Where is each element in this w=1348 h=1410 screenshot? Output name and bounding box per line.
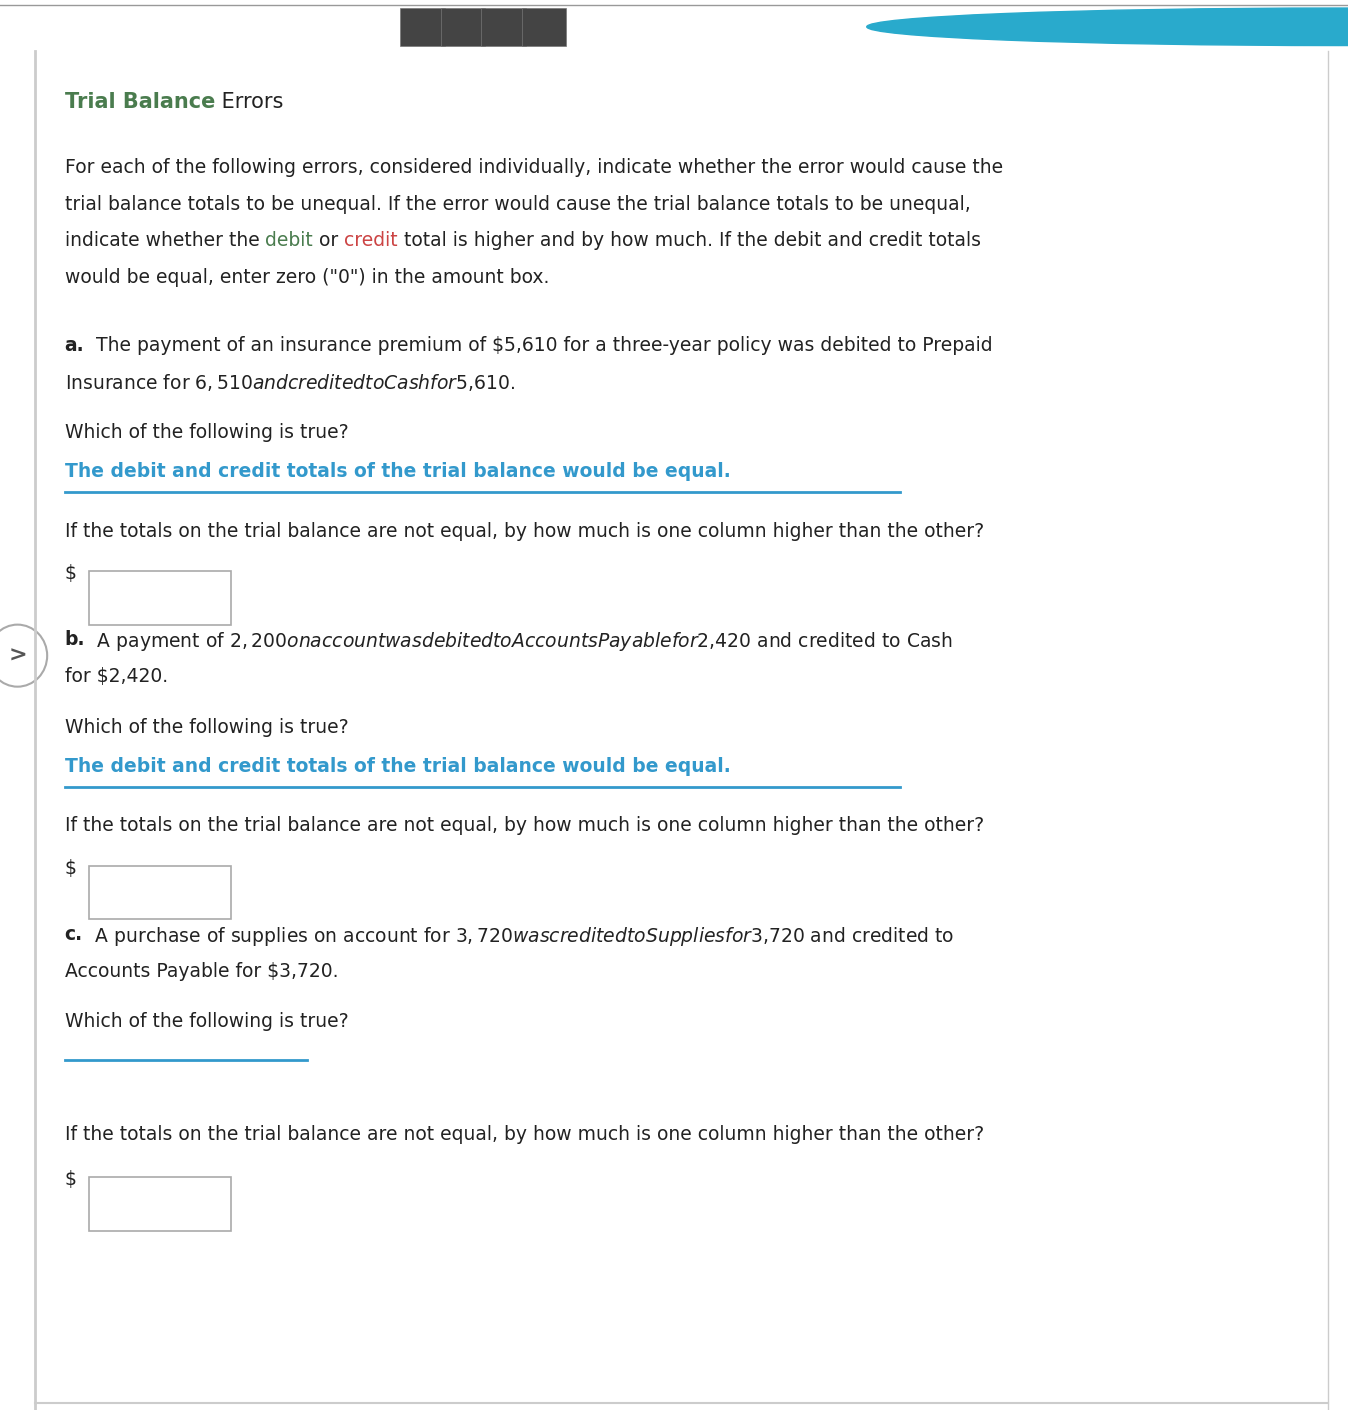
Text: Errors: Errors — [216, 92, 283, 111]
Text: or: or — [313, 231, 345, 250]
Text: >: > — [8, 646, 27, 666]
Text: indicate whether the: indicate whether the — [65, 231, 266, 250]
Bar — [400, 8, 445, 45]
FancyBboxPatch shape — [89, 1177, 231, 1231]
Text: The debit and credit totals of the trial balance would be equal.: The debit and credit totals of the trial… — [65, 462, 731, 481]
FancyBboxPatch shape — [89, 866, 231, 919]
Text: Which of the following is true?: Which of the following is true? — [65, 1012, 348, 1031]
Bar — [441, 8, 485, 45]
Text: credit: credit — [345, 231, 398, 250]
Text: c.: c. — [65, 925, 82, 943]
Text: Which of the following is true?: Which of the following is true? — [65, 718, 348, 736]
Text: The debit and credit totals of the trial balance would be equal.: The debit and credit totals of the trial… — [65, 757, 731, 776]
Circle shape — [0, 625, 47, 687]
Circle shape — [867, 8, 1348, 45]
FancyBboxPatch shape — [89, 571, 231, 625]
Text: If the totals on the trial balance are not equal, by how much is one column high: If the totals on the trial balance are n… — [65, 522, 984, 540]
Text: Accounts Payable for $3,720.: Accounts Payable for $3,720. — [65, 962, 338, 980]
Bar — [522, 8, 566, 45]
Text: $: $ — [65, 564, 77, 582]
Text: Ch 2-2 Practice exercises: Ch 2-2 Practice exercises — [30, 17, 326, 37]
Bar — [481, 8, 526, 45]
Text: total is higher and by how much. If the debit and credit totals: total is higher and by how much. If the … — [398, 231, 981, 250]
Text: for $2,420.: for $2,420. — [65, 667, 168, 685]
Text: would be equal, enter zero ("0") in the amount box.: would be equal, enter zero ("0") in the … — [65, 268, 549, 286]
Text: For each of the following errors, considered individually, indicate whether the : For each of the following errors, consid… — [65, 158, 1003, 176]
Text: A purchase of supplies on account for $3,720 was credited to Supplies for $3,720: A purchase of supplies on account for $3… — [82, 925, 954, 948]
Text: a.: a. — [65, 336, 85, 354]
Text: Trial Balance: Trial Balance — [65, 92, 216, 111]
Text: $: $ — [65, 1170, 77, 1189]
Text: The payment of an insurance premium of $5,610 for a three-year policy was debite: The payment of an insurance premium of $… — [85, 336, 993, 354]
Text: Which of the following is true?: Which of the following is true? — [65, 423, 348, 441]
Text: Insurance for $6,510 and credited to Cash for $5,610.: Insurance for $6,510 and credited to Cas… — [65, 372, 515, 393]
Text: $: $ — [65, 859, 77, 877]
Text: b.: b. — [65, 630, 85, 649]
Text: If the totals on the trial balance are not equal, by how much is one column high: If the totals on the trial balance are n… — [65, 816, 984, 835]
Text: A payment of $2,200 on account was debited to Accounts Payable for $2,420 and cr: A payment of $2,200 on account was debit… — [85, 630, 953, 653]
Text: trial balance totals to be unequal. If the error would cause the trial balance t: trial balance totals to be unequal. If t… — [65, 195, 971, 213]
Text: debit: debit — [266, 231, 313, 250]
Text: If the totals on the trial balance are not equal, by how much is one column high: If the totals on the trial balance are n… — [65, 1125, 984, 1144]
